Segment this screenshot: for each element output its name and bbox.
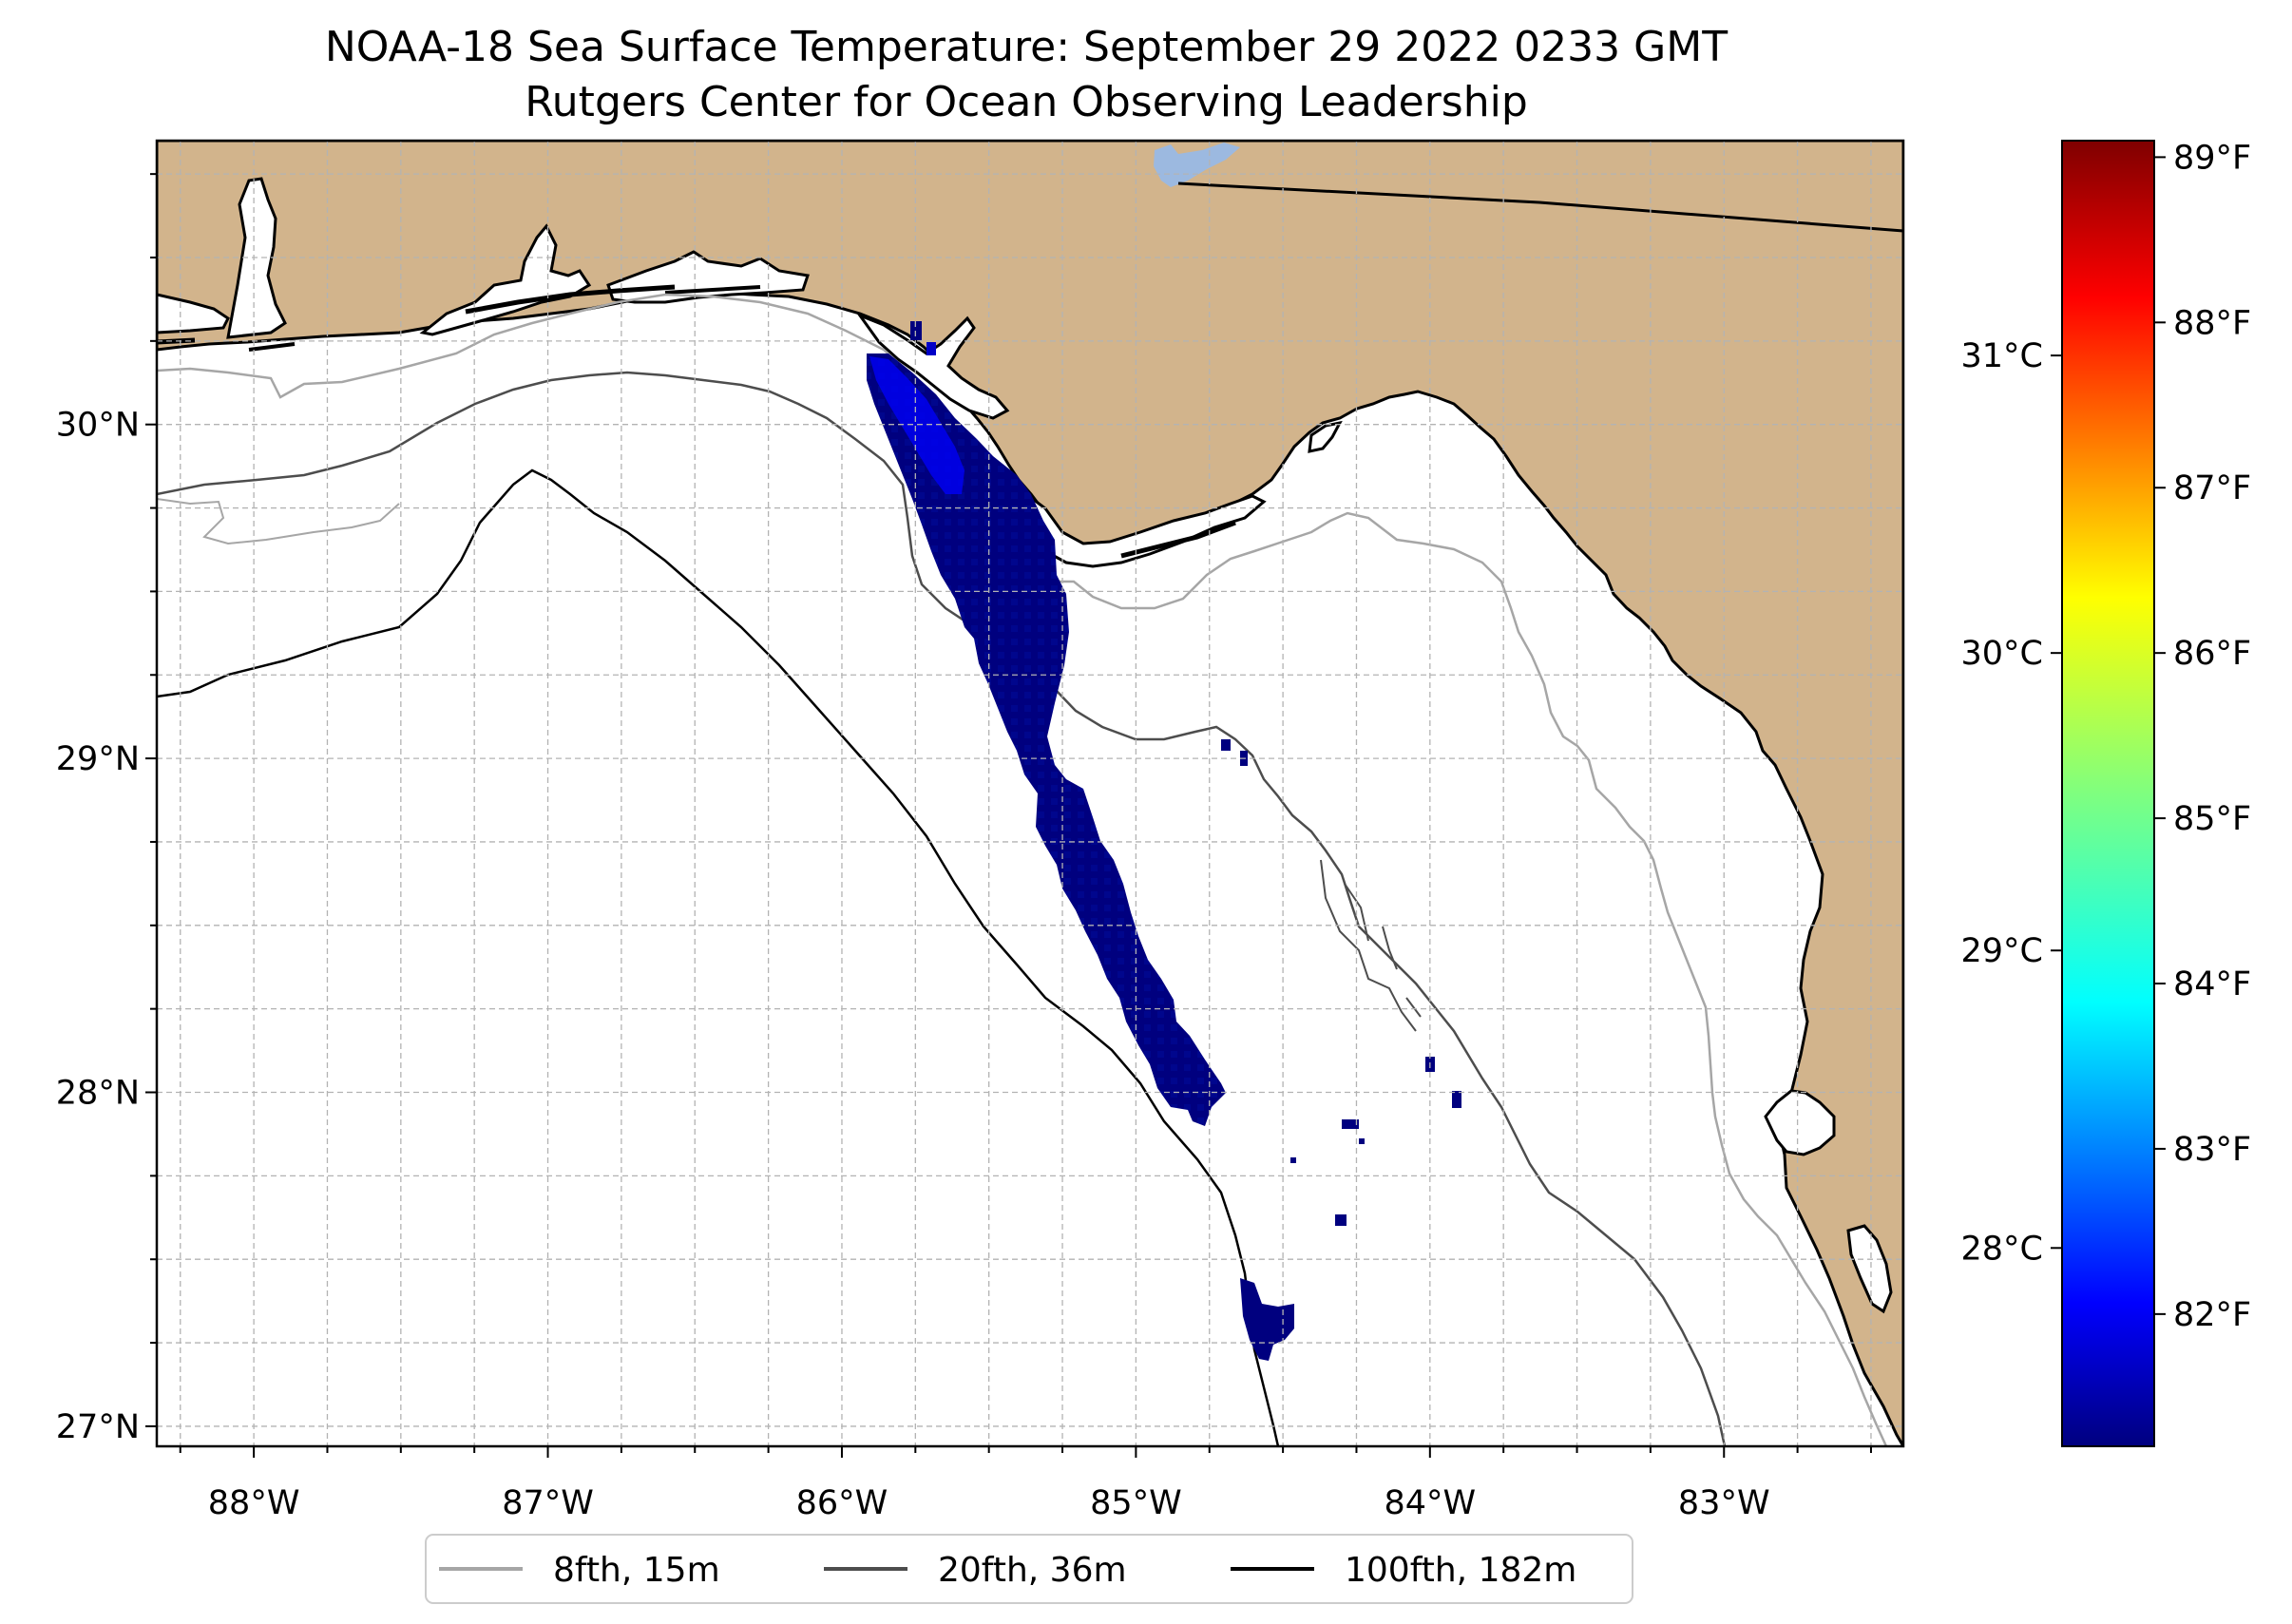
lat-tick-label: 29°N (56, 740, 140, 778)
fahrenheit-tick-label: 87°F (2173, 469, 2251, 507)
lon-tick-label: 86°W (796, 1484, 888, 1522)
graticule (157, 141, 1903, 1446)
celsius-tick-label: 28°C (1961, 1230, 2043, 1268)
celsius-tick-label: 30°C (1961, 635, 2043, 673)
celsius-tick-label: 29°C (1961, 932, 2043, 970)
charlotte-harbor (1846, 1224, 1893, 1314)
chart-subtitle: Rutgers Center for Ocean Observing Leade… (525, 78, 1528, 126)
barrier-island-okaloosa (664, 285, 761, 295)
fahrenheit-tick-label: 86°F (2173, 635, 2251, 673)
legend-label-8fth: 8fth, 15m (553, 1551, 720, 1590)
contour-8fth (157, 293, 1888, 1446)
sst-speck (1221, 739, 1231, 751)
colorbar-frame (2061, 140, 2155, 1447)
colorbar-celsius-ticks: 31°C 30°C 29°C 28°C (1961, 337, 2062, 1268)
barrier-island-pensacola (465, 284, 676, 315)
land-mass (157, 141, 1903, 1446)
contour-100fth (157, 468, 1280, 1446)
state-border (1177, 182, 1903, 233)
apalachicola-bay (1023, 490, 1267, 568)
celsius-tick-label: 31°C (1961, 337, 2043, 375)
sst-speck (1290, 1157, 1296, 1163)
colorbar: 31°C 30°C 29°C 28°C 89°F 88°F 87°F 86°F 85°F 84°… (1961, 139, 2251, 1447)
bay-shore-1 (157, 293, 230, 334)
lat-tick-label: 28°N (56, 1075, 140, 1113)
legend-box (425, 1534, 1633, 1604)
barrier-island-stgeorge (1120, 520, 1236, 559)
sst-speck (1342, 1119, 1359, 1129)
contour-20fth (157, 371, 1727, 1446)
lon-tick-label: 88°W (208, 1484, 300, 1522)
map-panel (157, 141, 1903, 1446)
lon-tick-label: 85°W (1090, 1484, 1182, 1522)
colorbar-fahrenheit-ticks: 89°F 88°F 87°F 86°F 85°F 84°F 83°F 82°F (2154, 139, 2251, 1334)
fahrenheit-tick-label: 85°F (2173, 800, 2251, 838)
sst-patch-south (1240, 1278, 1294, 1361)
sst-speck (910, 321, 922, 340)
longitude-axis: 88°W 87°W 86°W 85°W 84°W 83°W (179, 1446, 1872, 1522)
lon-tick-label: 84°W (1384, 1484, 1476, 1522)
chart-title: NOAA-18 Sea Surface Temperature: Septemb… (325, 23, 1728, 71)
lon-tick-label: 83°W (1678, 1484, 1770, 1522)
fahrenheit-tick-label: 89°F (2173, 139, 2251, 177)
fahrenheit-tick-label: 82°F (2173, 1296, 2251, 1334)
colorbar-gradient (2062, 141, 2154, 1446)
fahrenheit-tick-label: 83°F (2173, 1131, 2251, 1169)
sst-bright-core (869, 356, 965, 494)
contour-8fth-west-shelf (157, 498, 400, 545)
lake-seminole (1154, 143, 1240, 187)
lon-tick-label: 87°W (502, 1484, 594, 1522)
pensacola-bay (419, 223, 592, 336)
legend-label-100fth: 100fth, 182m (1345, 1551, 1576, 1590)
contour-20fth-islands (1320, 859, 1422, 1032)
map-frame (155, 139, 1905, 1448)
lat-tick-label: 30°N (56, 407, 140, 445)
sst-speck (1452, 1091, 1461, 1108)
sst-speck (1335, 1214, 1347, 1226)
sst-speck (1359, 1138, 1365, 1144)
lat-tick-label: 27°N (56, 1408, 140, 1446)
barrier-island-petit-bois (248, 342, 296, 352)
fahrenheit-tick-label: 84°F (2173, 965, 2251, 1003)
fahrenheit-tick-label: 88°F (2173, 304, 2251, 342)
tampa-bay (1764, 1089, 1836, 1156)
legend-label-20fth: 20fth, 36m (938, 1551, 1127, 1590)
latitude-axis: 30°N 29°N 28°N 27°N (56, 173, 157, 1446)
sst-speck (926, 342, 936, 355)
legend: 8fth, 15m 20fth, 36m 100fth, 182m (425, 1534, 1633, 1604)
coastal-inlet (1308, 420, 1343, 453)
